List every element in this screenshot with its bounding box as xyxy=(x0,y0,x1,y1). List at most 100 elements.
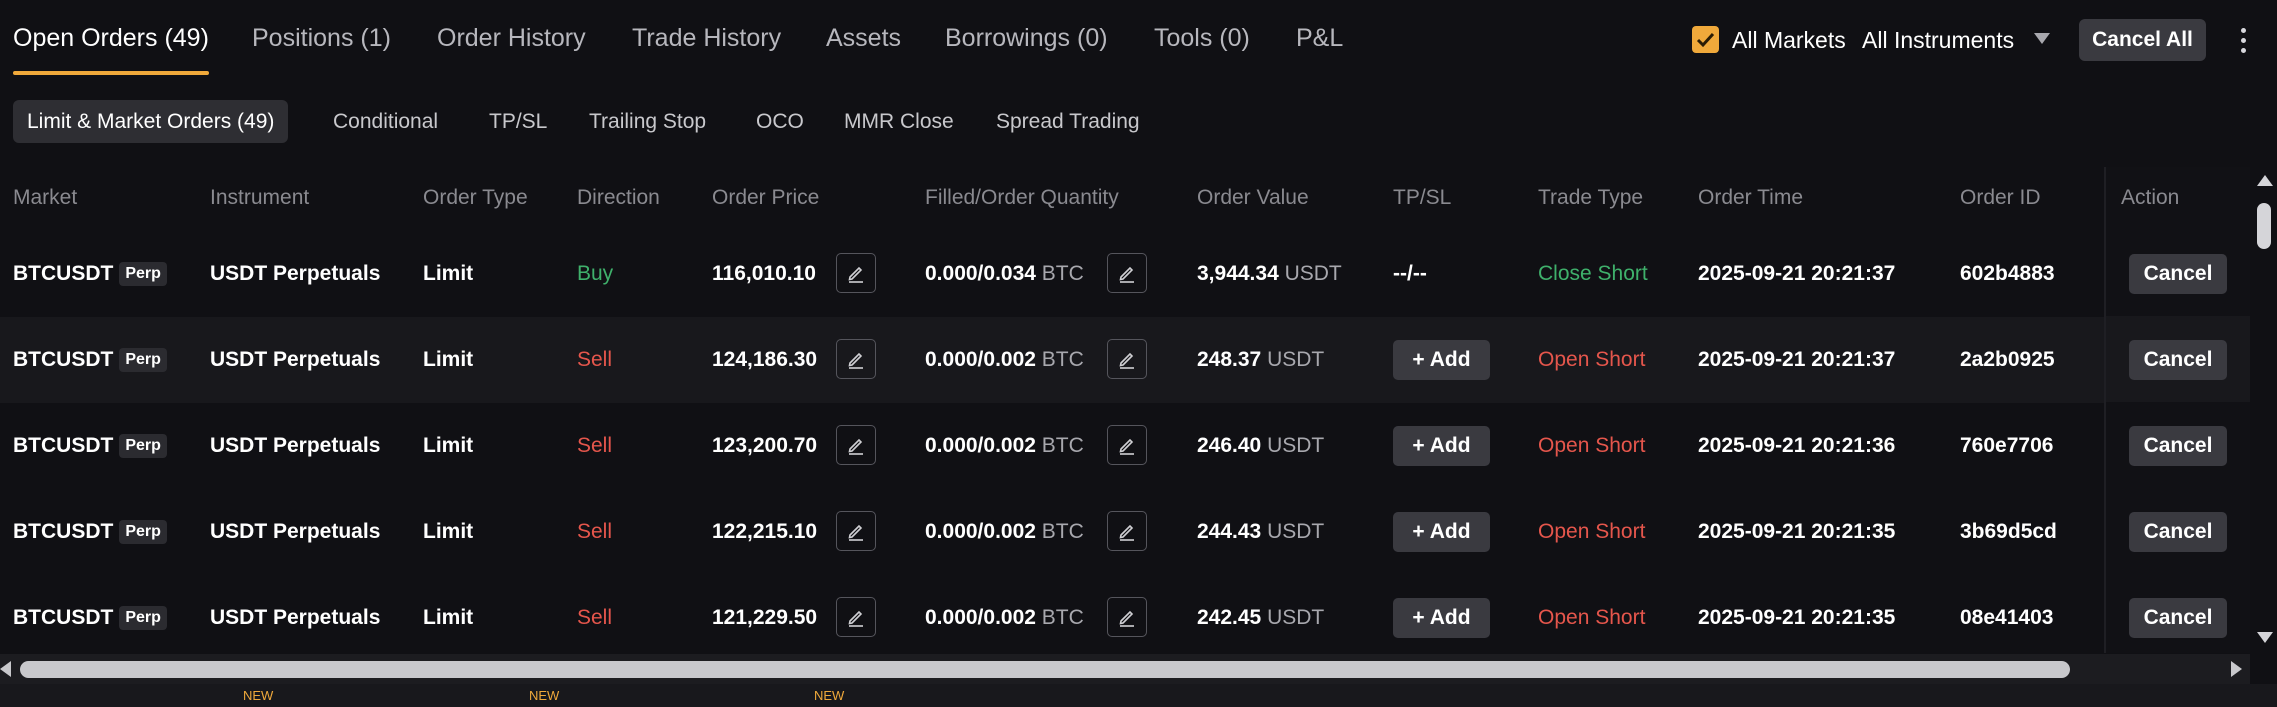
market-cell: BTCUSDT Perp xyxy=(13,606,167,630)
column-header-market: Market xyxy=(13,186,78,209)
all-markets-label[interactable]: All Markets xyxy=(1732,27,1846,53)
perp-badge: Perp xyxy=(119,262,167,286)
order-id-cell: 08e41403 xyxy=(1960,606,2054,629)
instruments-select[interactable]: All Instruments xyxy=(1862,27,2015,53)
tab-positions[interactable]: Positions (1) xyxy=(252,24,391,52)
vertical-scroll-thumb[interactable] xyxy=(2257,203,2271,249)
table-row: BTCUSDT Perp USDT Perpetuals Limit Sell 1… xyxy=(0,489,2250,575)
order-price-cell: 123,200.70 xyxy=(712,434,818,457)
cancel-order-button[interactable]: Cancel xyxy=(2129,598,2227,638)
order-price-cell: 124,186.30 xyxy=(712,348,818,371)
cancel-all-button[interactable]: Cancel All xyxy=(2079,19,2206,61)
edit-price-icon[interactable] xyxy=(836,425,876,465)
horizontal-scroll-thumb[interactable] xyxy=(20,661,2070,678)
column-header-direction: Direction xyxy=(577,186,660,209)
order-value-cell: 244.43 USDT xyxy=(1197,520,1325,543)
order-time-cell: 2025-09-21 20:21:35 xyxy=(1698,520,1896,543)
scroll-down-icon[interactable] xyxy=(2257,632,2273,643)
trade-type-cell: Open Short xyxy=(1538,434,1646,457)
edit-price-icon[interactable] xyxy=(836,511,876,551)
scroll-up-icon[interactable] xyxy=(2257,175,2273,186)
new-badge: NEW xyxy=(814,688,845,703)
cancel-order-button[interactable]: Cancel xyxy=(2129,512,2227,552)
order-id-cell: 602b4883 xyxy=(1960,262,2055,285)
subtab-mmr-close[interactable]: MMR Close xyxy=(844,110,954,133)
add-tpsl-button[interactable]: + Add xyxy=(1393,512,1490,552)
column-header-order-type: Order Type xyxy=(423,186,528,209)
column-header-order-value: Order Value xyxy=(1197,186,1309,209)
tab-pnl[interactable]: P&L xyxy=(1296,24,1344,52)
edit-price-icon[interactable] xyxy=(836,253,876,293)
subtab-conditional[interactable]: Conditional xyxy=(333,110,439,133)
edit-quantity-icon[interactable] xyxy=(1107,253,1147,293)
tab-open-orders[interactable]: Open Orders (49) xyxy=(13,24,209,52)
subtab-limit-market[interactable]: Limit & Market Orders (49) xyxy=(13,100,289,143)
table-row: BTCUSDT Perp USDT Perpetuals Limit Buy 11… xyxy=(0,231,2250,317)
cancel-order-button[interactable]: Cancel xyxy=(2129,340,2227,380)
scroll-right-icon[interactable] xyxy=(2231,661,2242,677)
more-options-icon[interactable] xyxy=(2240,24,2248,58)
plus-icon: + xyxy=(1412,348,1425,371)
order-value-cell: 3,944.34 USDT xyxy=(1197,262,1342,285)
tab-trade-history[interactable]: Trade History xyxy=(632,24,782,52)
order-id-cell: 3b69d5cd xyxy=(1960,520,2057,543)
action-column: Action Cancel Cancel Cancel Cancel Cance… xyxy=(2104,167,2252,653)
subtab-trailing-stop[interactable]: Trailing Stop xyxy=(589,110,707,133)
subtab-oco[interactable]: OCO xyxy=(756,110,804,133)
all-markets-checkbox[interactable] xyxy=(1692,26,1719,53)
add-tpsl-button[interactable]: + Add xyxy=(1393,598,1490,638)
order-value-cell: 242.45 USDT xyxy=(1197,606,1325,629)
edit-price-icon[interactable] xyxy=(836,597,876,637)
column-header-tpsl: TP/SL xyxy=(1393,186,1452,209)
subtab-tpsl[interactable]: TP/SL xyxy=(489,110,548,133)
tab-tools[interactable]: Tools (0) xyxy=(1154,24,1250,52)
chevron-down-icon[interactable] xyxy=(2034,33,2050,44)
subtab-spread-trading[interactable]: Spread Trading xyxy=(996,110,1140,133)
tab-borrowings[interactable]: Borrowings (0) xyxy=(945,24,1108,52)
tab-assets[interactable]: Assets xyxy=(826,24,902,52)
instrument-cell: USDT Perpetuals xyxy=(210,606,381,629)
check-icon xyxy=(1696,32,1715,48)
table-row: BTCUSDT Perp USDT Perpetuals Limit Sell 1… xyxy=(0,317,2250,403)
direction-cell: Sell xyxy=(577,606,613,629)
order-id-cell: 2a2b0925 xyxy=(1960,348,2055,371)
perp-badge: Perp xyxy=(119,606,167,630)
quantity-cell: 0.000/0.034 BTC xyxy=(925,262,1084,285)
direction-cell: Sell xyxy=(577,348,613,371)
horizontal-scrollbar[interactable] xyxy=(0,654,2250,684)
trade-type-cell: Open Short xyxy=(1538,606,1646,629)
table-row: BTCUSDT Perp USDT Perpetuals Limit Sell 1… xyxy=(0,575,2250,661)
market-cell: BTCUSDT Perp xyxy=(13,434,167,458)
vertical-scrollbar[interactable] xyxy=(2250,167,2277,653)
edit-quantity-icon[interactable] xyxy=(1107,339,1147,379)
scroll-left-icon[interactable] xyxy=(0,661,11,677)
order-time-cell: 2025-09-21 20:21:35 xyxy=(1698,606,1896,629)
perp-badge: Perp xyxy=(119,348,167,372)
instrument-cell: USDT Perpetuals xyxy=(210,520,381,543)
order-time-cell: 2025-09-21 20:21:36 xyxy=(1698,434,1896,457)
cancel-order-button[interactable]: Cancel xyxy=(2129,254,2227,294)
order-price-cell: 116,010.10 xyxy=(712,262,816,285)
tpsl-cell: --/-- xyxy=(1393,262,1427,285)
market-cell: BTCUSDT Perp xyxy=(13,520,167,544)
order-value-cell: 248.37 USDT xyxy=(1197,348,1325,371)
order-type-cell: Limit xyxy=(423,348,474,371)
plus-icon: + xyxy=(1412,434,1425,457)
cancel-order-button[interactable]: Cancel xyxy=(2129,426,2227,466)
active-tab-indicator xyxy=(13,71,209,75)
add-tpsl-button[interactable]: + Add xyxy=(1393,340,1490,380)
table-row: BTCUSDT Perp USDT Perpetuals Limit Sell 1… xyxy=(0,403,2250,489)
column-header-instrument: Instrument xyxy=(210,186,310,209)
order-time-cell: 2025-09-21 20:21:37 xyxy=(1698,262,1896,285)
edit-quantity-icon[interactable] xyxy=(1107,597,1147,637)
order-tabs: Open Orders (49) Positions (1) Order His… xyxy=(0,0,2277,78)
edit-price-icon[interactable] xyxy=(836,339,876,379)
tab-order-history[interactable]: Order History xyxy=(437,24,586,52)
footer-bar: NEW NEW NEW xyxy=(0,684,2277,707)
edit-quantity-icon[interactable] xyxy=(1107,425,1147,465)
instrument-cell: USDT Perpetuals xyxy=(210,348,381,371)
column-header-order-time: Order Time xyxy=(1698,186,1804,209)
column-header-trade-type: Trade Type xyxy=(1538,186,1644,209)
add-tpsl-button[interactable]: + Add xyxy=(1393,426,1490,466)
edit-quantity-icon[interactable] xyxy=(1107,511,1147,551)
